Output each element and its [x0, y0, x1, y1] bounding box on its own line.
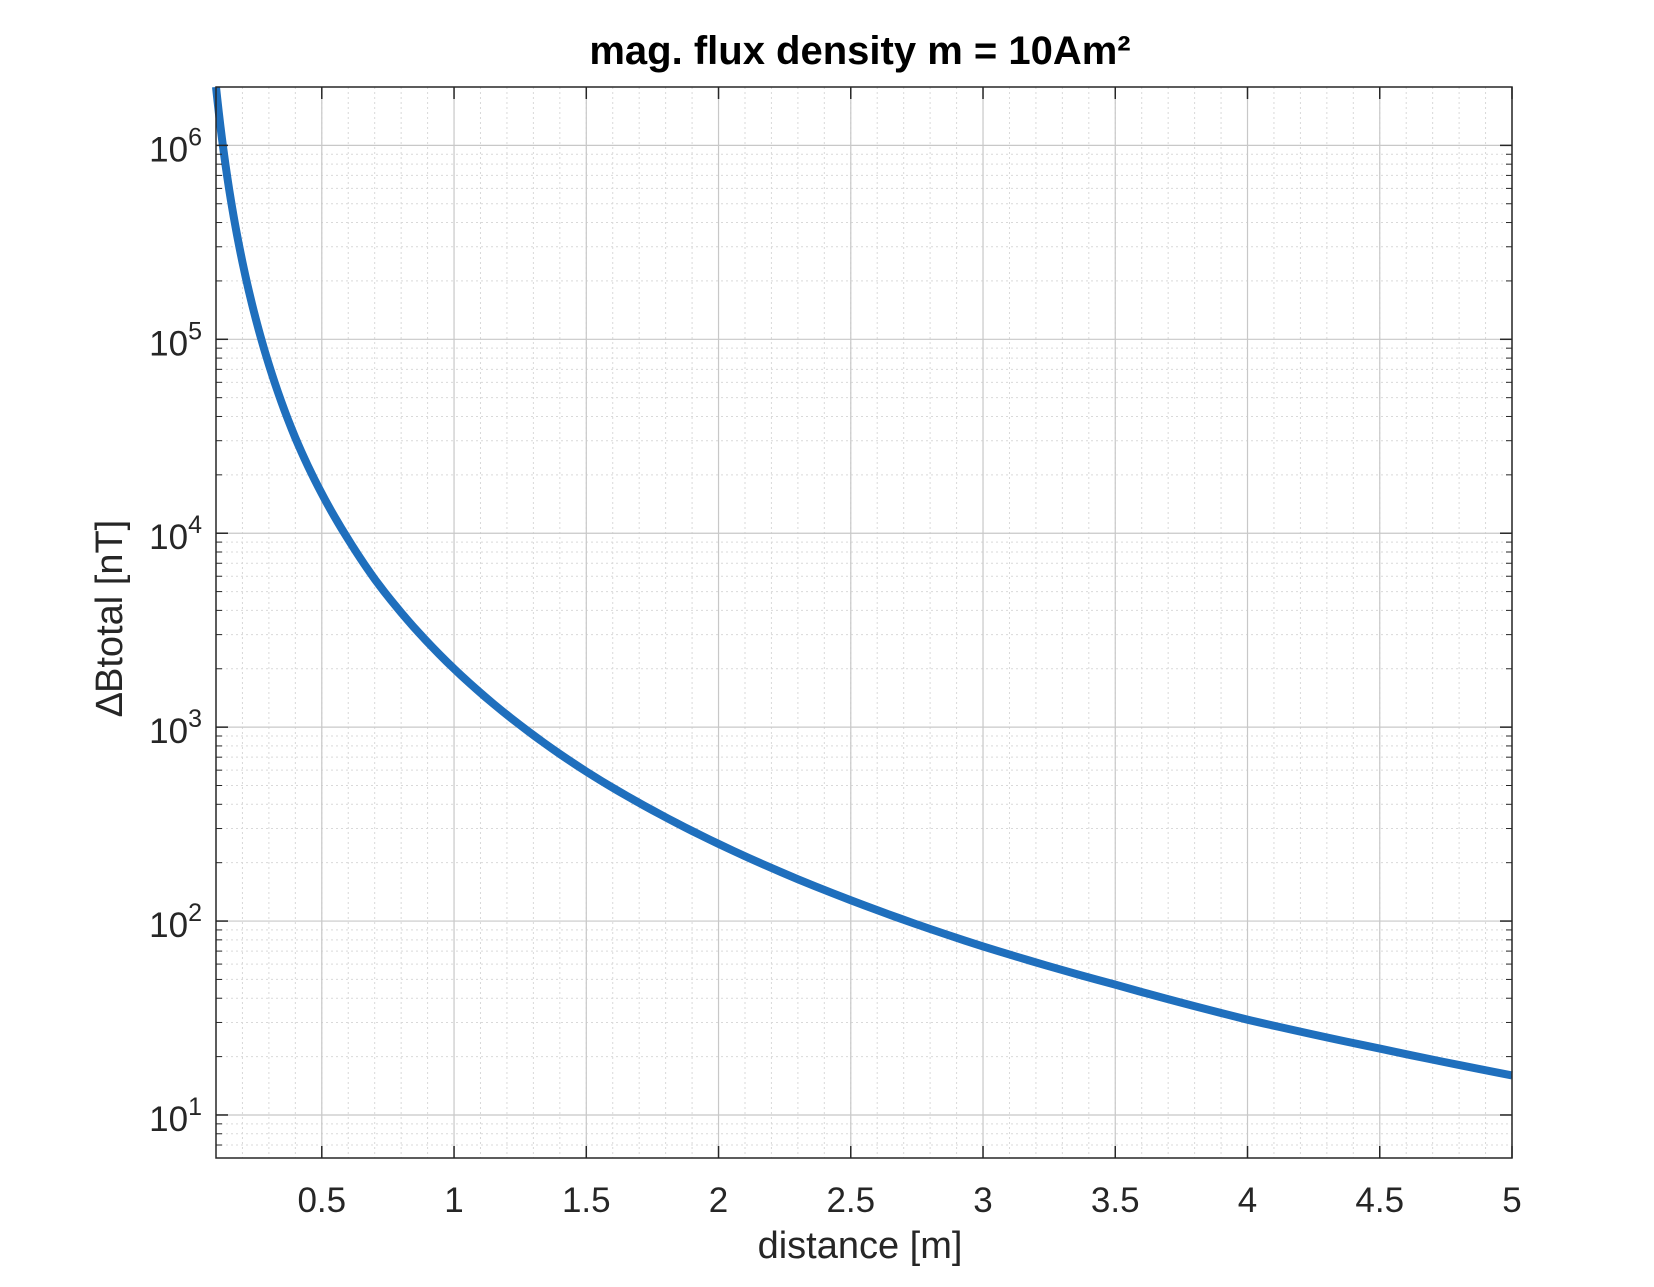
x-tick-label: 0.5 — [297, 1181, 346, 1220]
x-tick-label: 1 — [444, 1181, 463, 1220]
series-line — [212, 86, 1513, 1080]
x-tick-label: 3.5 — [1091, 1181, 1140, 1220]
x-tick-label: 3 — [973, 1181, 992, 1220]
x-tick-label: 4 — [1238, 1181, 1257, 1220]
major-grid — [216, 87, 1513, 1158]
x-tick-label: 2 — [709, 1181, 728, 1220]
x-axis-label: distance [m] — [758, 1225, 963, 1267]
y-axis-label: ∆Btotal [nT] — [89, 520, 131, 716]
y-tick-label: 103 — [149, 705, 202, 751]
x-tick-labels: 0.5 1 1.5 2 2.5 3 3.5 4 4.5 5 — [297, 1181, 1521, 1220]
x-tick-label: 2.5 — [826, 1181, 875, 1220]
y-tick-label: 105 — [149, 317, 202, 363]
y-tick-label: 102 — [149, 899, 202, 945]
x-tick-label: 5 — [1502, 1181, 1521, 1220]
tick-marks — [216, 87, 1513, 1158]
y-tick-labels: 101 102 103 104 105 106 — [149, 123, 202, 1139]
y-tick-label: 106 — [149, 123, 202, 169]
plot-frame — [215, 86, 1513, 1159]
series-layer — [212, 86, 1513, 1080]
x-tick-label: 4.5 — [1355, 1181, 1404, 1220]
y-tick-label: 101 — [149, 1093, 202, 1139]
y-tick-label: 104 — [149, 511, 202, 557]
chart-title: mag. flux density m = 10Am² — [589, 29, 1130, 73]
x-tick-label: 1.5 — [562, 1181, 611, 1220]
